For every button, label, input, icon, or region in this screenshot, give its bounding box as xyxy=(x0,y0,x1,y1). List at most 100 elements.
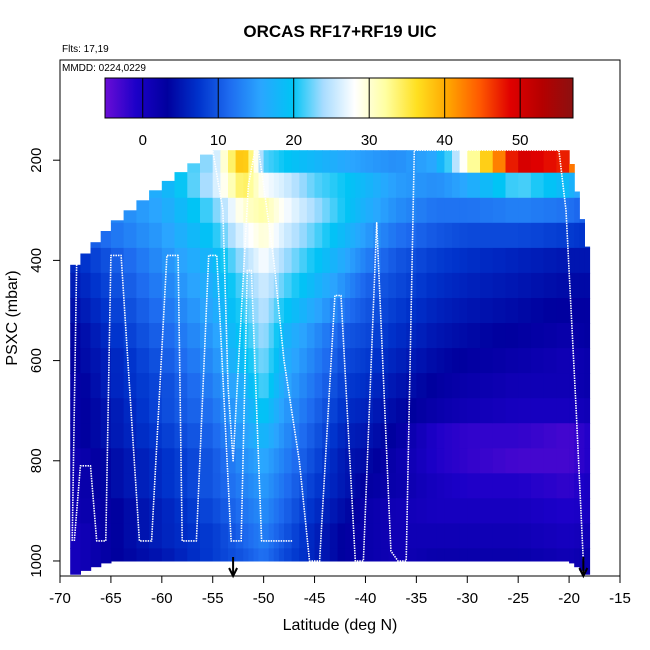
heatmap-cell xyxy=(200,423,214,449)
heatmap-cell xyxy=(278,298,285,324)
heatmap-cell xyxy=(426,272,438,299)
heatmap-cell xyxy=(263,523,270,549)
heatmap-cell xyxy=(278,523,285,549)
heatmap-cell xyxy=(350,172,356,199)
heatmap-cell xyxy=(373,247,382,274)
heatmap-cell xyxy=(337,348,346,374)
heatmap-cell xyxy=(284,323,293,349)
heatmap-cell xyxy=(90,398,102,424)
heatmap-cell xyxy=(136,323,150,349)
heatmap-cell xyxy=(530,473,545,499)
heatmap-cell xyxy=(284,373,293,399)
heatmap-cell xyxy=(396,373,407,399)
heatmap-cell xyxy=(373,398,382,424)
heatmap-cell xyxy=(426,323,438,349)
heatmap-cell xyxy=(396,523,407,549)
heatmap-cell xyxy=(100,498,112,524)
heatmap-cell xyxy=(355,323,361,349)
heatmap-cell xyxy=(416,247,428,274)
heatmap-cell xyxy=(235,548,244,562)
heatmap-cell xyxy=(248,298,255,324)
x-tick-label: -20 xyxy=(558,590,580,607)
heatmap-cell xyxy=(253,348,260,374)
heatmap-cell xyxy=(396,448,407,474)
heatmap-cell xyxy=(161,272,176,299)
heatmap-cell xyxy=(273,298,280,324)
heatmap-cell xyxy=(467,348,481,374)
heatmap-cell xyxy=(123,523,137,549)
heatmap-cell xyxy=(459,373,468,399)
heatmap-cell xyxy=(396,348,407,374)
heatmap-cell xyxy=(388,150,397,174)
heatmap-cell xyxy=(584,247,591,274)
heatmap-cell xyxy=(212,473,221,499)
heatmap-cell xyxy=(329,197,338,224)
heatmap-cell xyxy=(584,398,591,424)
heatmap-cell xyxy=(220,473,229,499)
heatmap-cell xyxy=(530,172,545,199)
heatmap-cell xyxy=(360,150,367,174)
heatmap-cell xyxy=(436,448,445,474)
heatmap-cell xyxy=(187,373,201,399)
heatmap-cell xyxy=(416,423,428,449)
heatmap-cell xyxy=(273,172,280,199)
heatmap-cell xyxy=(248,222,255,249)
heatmap-cell xyxy=(480,373,494,399)
heatmap-cell xyxy=(306,448,316,474)
heatmap-cell xyxy=(243,398,249,424)
heatmap-cell xyxy=(212,498,221,524)
heatmap-cell xyxy=(235,348,244,374)
heatmap-cell xyxy=(235,172,244,199)
heatmap-cell xyxy=(258,150,265,174)
heatmap-cell xyxy=(235,272,244,299)
heatmap-cell xyxy=(584,473,591,499)
heatmap-cell xyxy=(373,348,382,374)
heatmap-cell xyxy=(444,222,453,249)
heatmap-cell xyxy=(174,172,188,199)
heatmap-cell xyxy=(263,323,270,349)
heatmap-cell xyxy=(299,323,308,349)
heatmap-cell xyxy=(329,272,338,299)
heatmap-cell xyxy=(579,423,585,449)
heatmap-cell xyxy=(123,247,137,274)
heatmap-cell xyxy=(355,473,361,499)
heatmap-cell xyxy=(228,272,237,299)
heatmap-cell xyxy=(360,222,367,249)
heatmap-cell xyxy=(322,373,331,399)
heatmap-cell xyxy=(365,373,374,399)
heatmap-cell xyxy=(505,398,519,424)
heatmap-cell xyxy=(80,498,92,524)
heatmap-cell xyxy=(406,473,417,499)
heatmap-cell xyxy=(90,298,102,324)
heatmap-cell xyxy=(187,222,201,249)
heatmap-cell xyxy=(345,473,351,499)
heatmap-cell xyxy=(123,222,137,249)
heatmap-cell xyxy=(530,448,545,474)
heatmap-cell xyxy=(220,348,229,374)
heatmap-cell xyxy=(426,247,438,274)
heatmap-cell xyxy=(212,548,221,562)
heatmap-cell xyxy=(355,373,361,399)
heatmap-cell xyxy=(299,398,308,424)
heatmap-cell xyxy=(459,523,468,549)
heatmap-cell xyxy=(467,150,481,174)
heatmap-cell xyxy=(396,498,407,524)
heatmap-cell xyxy=(492,398,506,424)
heatmap-cell xyxy=(248,373,255,399)
heatmap-cell xyxy=(436,423,445,449)
heatmap-cell xyxy=(200,323,214,349)
heatmap-cell xyxy=(174,272,188,299)
heatmap-cell xyxy=(452,448,461,474)
heatmap-cell xyxy=(149,190,163,199)
heatmap-cell xyxy=(556,150,570,174)
heatmap-cell xyxy=(492,473,506,499)
heatmap-cell xyxy=(228,197,237,224)
heatmap-cell xyxy=(161,373,176,399)
heatmap-cell xyxy=(258,398,265,424)
heatmap-cell xyxy=(299,473,308,499)
heatmap-cell xyxy=(388,498,397,524)
heatmap-cell xyxy=(306,348,316,374)
heatmap-cell xyxy=(110,473,125,499)
heatmap-cell xyxy=(161,548,176,562)
heatmap-cell xyxy=(329,150,338,174)
